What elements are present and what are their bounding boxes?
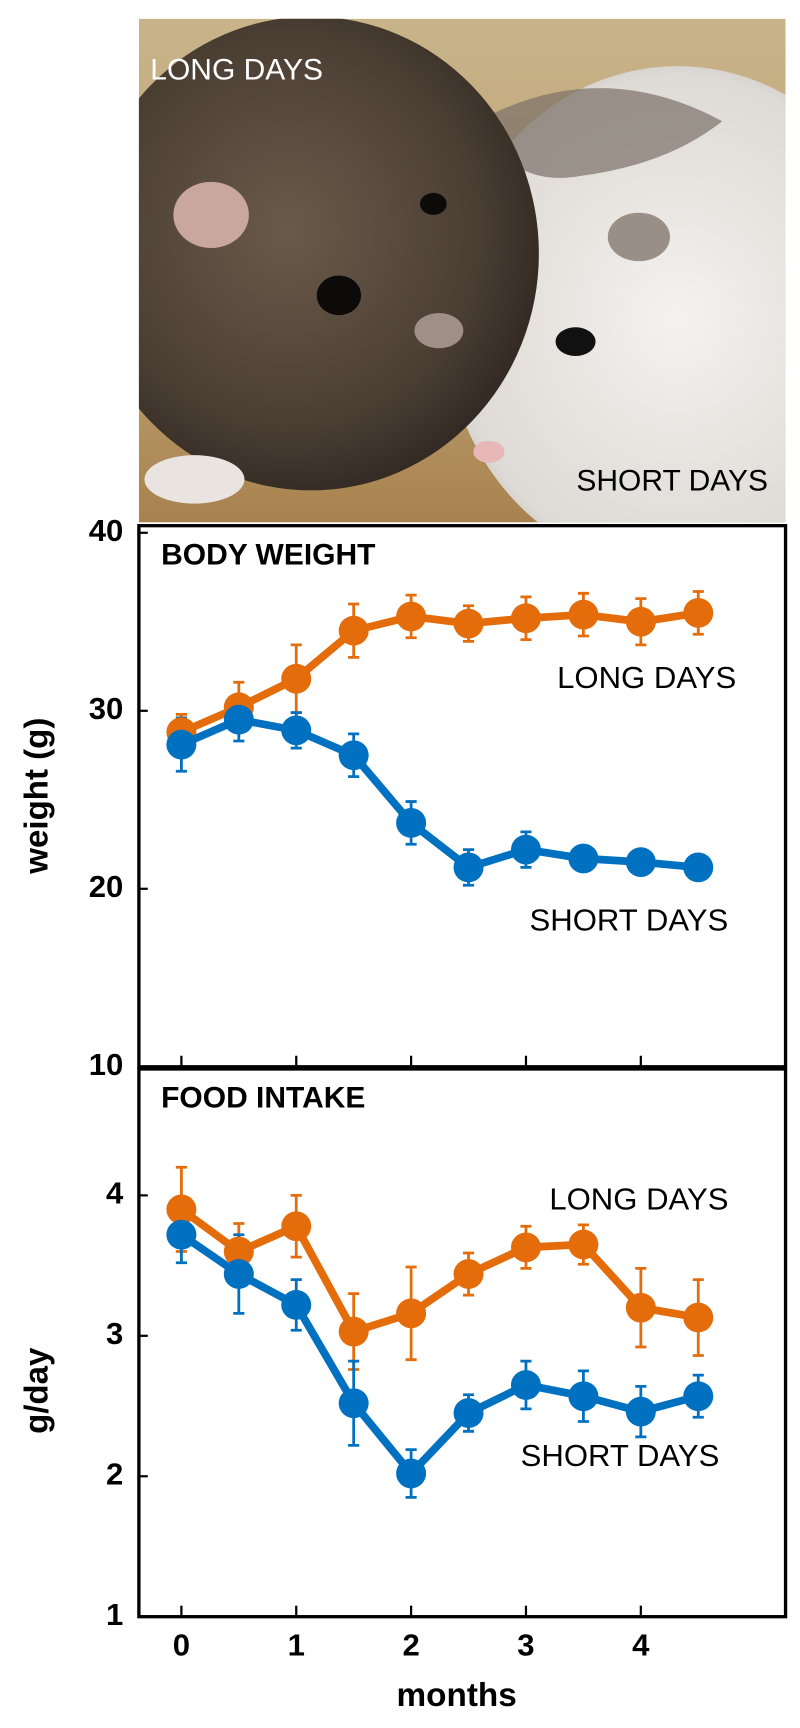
x-tick-label: 0 [173,1628,190,1663]
data-point [281,663,312,694]
data-point [453,608,484,639]
data-point [223,704,254,735]
data-point [453,1259,484,1289]
y-tick-label: 10 [89,1047,124,1082]
data-point [625,1292,656,1323]
chart-title: BODY WEIGHT [161,538,375,571]
x-tick-label: 2 [402,1628,419,1663]
series-label: LONG DAYS [557,660,736,695]
data-point [396,601,427,632]
y-axis-label: weight (g) [19,718,56,875]
data-point [166,729,197,760]
data-point [625,1396,656,1427]
data-point [396,808,427,838]
data-point [625,606,656,637]
data-point [568,1381,599,1412]
data-point [568,843,599,874]
photo-label: SHORT DAYS [576,465,768,498]
data-point [510,834,541,865]
y-tick-label: 20 [89,869,124,904]
data-point [683,852,714,883]
data-point [396,1458,427,1489]
data-point [510,603,541,634]
series-label: SHORT DAYS [530,903,729,938]
y-tick-label: 40 [89,513,124,548]
data-point [510,1370,541,1400]
data-point [568,1229,599,1260]
data-point [281,715,312,746]
plot-frame [137,524,788,1069]
series-line [179,715,699,872]
series-line [179,609,699,736]
data-point [223,1236,254,1267]
y-tick-label: 2 [106,1457,123,1492]
data-point [510,1232,541,1263]
data-point [453,1398,484,1428]
y-tick-label: 3 [106,1316,123,1351]
chart-title: FOOD INTAKE [161,1082,365,1115]
data-point [625,847,656,877]
data-point [683,1302,714,1333]
series-line [179,1231,700,1478]
series-label: LONG DAYS [549,1181,728,1216]
series-label: SHORT DAYS [521,1438,720,1473]
y-tick-label: 30 [89,691,124,726]
series-line [179,1206,699,1336]
x-axis-label: months [396,1677,516,1714]
data-point [338,1388,369,1419]
y-tick-label: 1 [106,1597,123,1632]
plot-frame [137,1067,788,1619]
data-point [396,1298,427,1329]
data-point [453,852,484,883]
photo [138,18,786,523]
data-point [166,1194,197,1225]
y-tick-label: 4 [106,1176,124,1211]
data-point [683,598,714,628]
data-point [281,1211,312,1242]
y-axis-label: g/day [19,1347,56,1434]
data-point [166,1219,197,1250]
data-point [338,615,369,646]
x-tick-label: 1 [288,1628,305,1663]
data-point [281,1290,312,1320]
photo-label: LONG DAYS [150,54,323,87]
x-tick-label: 4 [632,1628,650,1663]
data-point [338,740,369,771]
data-point [568,599,599,630]
x-tick-label: 3 [517,1628,534,1663]
data-point [683,1381,714,1412]
data-point [338,1316,369,1347]
data-point [223,1259,254,1289]
